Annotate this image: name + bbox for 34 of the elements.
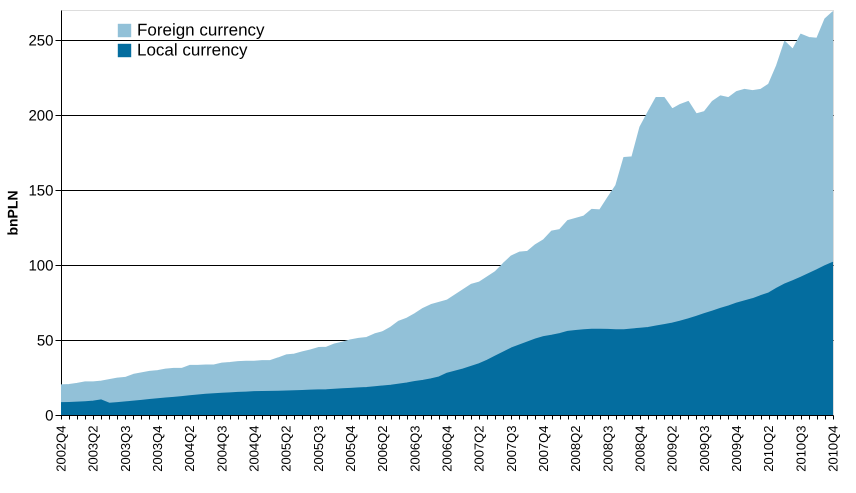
- x-tick-label: 2009Q4: [729, 426, 744, 472]
- x-tick-label: 2003Q2: [86, 426, 101, 472]
- x-tick-label: 2005Q2: [278, 426, 294, 472]
- y-tick-label: 250: [28, 32, 54, 50]
- y-tick-label: 100: [28, 258, 54, 274]
- x-tick-label: 2005Q4: [343, 426, 358, 472]
- x-tick-label: 2009Q2: [664, 426, 680, 472]
- x-tick-label: 2010Q4: [826, 426, 840, 472]
- x-tick-label: 2006Q3: [407, 426, 422, 472]
- y-tick-label: 150: [28, 182, 54, 200]
- x-tick-label: 2004Q2: [182, 426, 198, 472]
- y-tick-label: 0: [45, 408, 54, 424]
- y-tick-label: 50: [36, 332, 54, 350]
- x-tick-label: 2007Q3: [504, 426, 519, 472]
- x-tick-label: 2004Q4: [246, 426, 262, 472]
- legend-label: Foreign currency: [137, 20, 266, 40]
- y-axis-title: bnPLN: [4, 190, 20, 236]
- x-tick-label: 2006Q4: [440, 426, 454, 472]
- x-tick-label: 2007Q2: [472, 426, 487, 472]
- x-tick-label: 2004Q3: [214, 426, 230, 472]
- y-tick-label: 200: [28, 108, 54, 124]
- x-tick-label: 2003Q3: [118, 426, 133, 472]
- x-tick-label: 2006Q2: [375, 426, 390, 472]
- x-tick-label: 2008Q4: [632, 426, 648, 472]
- x-tick-label: 2008Q3: [600, 426, 616, 472]
- x-tick-label: 2010Q2: [761, 426, 776, 472]
- legend-label: Local currency: [137, 40, 248, 60]
- x-tick-label: 2009Q3: [696, 426, 712, 472]
- x-tick-label: 2005Q3: [310, 426, 326, 472]
- x-tick-label: 2003Q4: [150, 426, 165, 472]
- x-tick-label: 2007Q4: [536, 426, 551, 472]
- x-tick-label: 2010Q3: [793, 426, 808, 472]
- x-tick-label: 2002Q4: [54, 426, 68, 472]
- x-tick-label: 2008Q2: [568, 426, 584, 472]
